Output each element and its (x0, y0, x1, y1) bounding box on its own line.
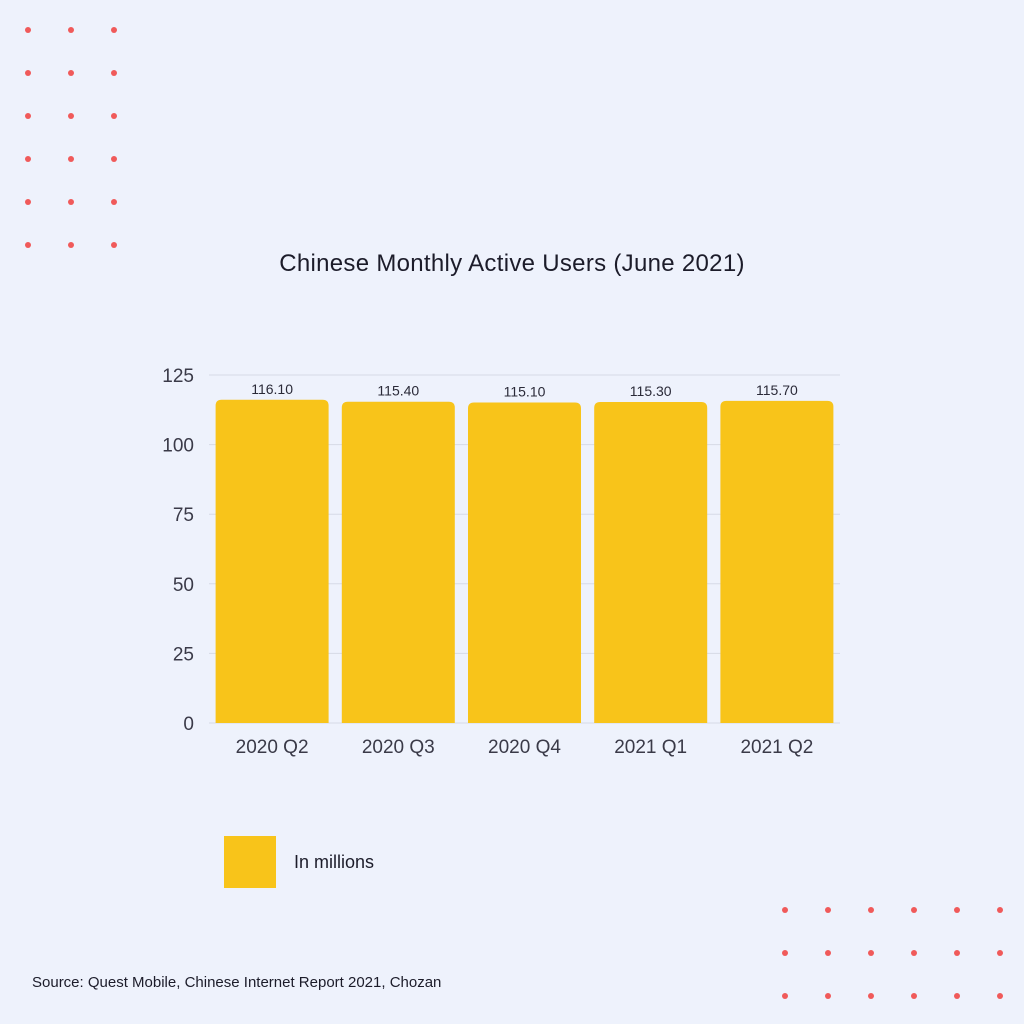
data-label: 115.40 (377, 383, 419, 399)
decorative-dot (997, 950, 1003, 956)
y-tick-label: 25 (173, 644, 194, 665)
y-tick-label: 0 (183, 714, 194, 735)
decorative-dot (782, 907, 788, 913)
source-note: Source: Quest Mobile, Chinese Internet R… (32, 974, 442, 991)
decorative-dot (111, 27, 117, 33)
decorative-dot (782, 993, 788, 999)
decorative-dot (825, 950, 831, 956)
legend-label: In millions (294, 851, 375, 872)
data-label: 115.70 (756, 382, 798, 398)
decorative-dot (25, 27, 31, 33)
y-tick-label: 75 (173, 505, 194, 526)
decorative-dot (25, 156, 31, 162)
y-tick-label: 100 (162, 436, 194, 457)
decorative-dot (868, 907, 874, 913)
x-tick-label: 2020 Q2 (236, 737, 309, 758)
decorative-dot (25, 113, 31, 119)
decorative-dot (111, 199, 117, 205)
decorative-dot (997, 993, 1003, 999)
bar (468, 402, 581, 723)
y-tick-label: 125 (162, 366, 194, 387)
bar (215, 399, 329, 723)
decorative-dot (111, 242, 117, 248)
bar (341, 401, 455, 723)
decorative-dot (111, 113, 117, 119)
decorative-dot (68, 113, 74, 119)
data-label: 116.10 (251, 381, 293, 397)
data-label: 115.30 (630, 383, 672, 399)
decorative-dot (868, 950, 874, 956)
decorative-dot (68, 27, 74, 33)
legend: In millions (224, 836, 374, 888)
x-tick-label: 2020 Q4 (488, 737, 561, 758)
decorative-dot (68, 70, 74, 76)
decorative-dot (825, 907, 831, 913)
decorative-dot (954, 907, 960, 913)
decorative-dot (68, 199, 74, 205)
chart-title: Chinese Monthly Active Users (June 2021) (279, 250, 745, 277)
x-tick-label: 2021 Q2 (740, 737, 813, 758)
decorative-dot (111, 156, 117, 162)
x-tick-label: 2021 Q1 (614, 737, 687, 758)
decorative-dot (954, 950, 960, 956)
x-tick-label: 2020 Q3 (362, 737, 435, 758)
decorative-dot (825, 993, 831, 999)
decorative-dot (954, 993, 960, 999)
decorative-dot (911, 993, 917, 999)
decorative-dot (911, 950, 917, 956)
decorative-dot (911, 907, 917, 913)
bar (720, 400, 834, 723)
decorative-dot (68, 156, 74, 162)
legend-swatch (224, 836, 276, 888)
decorative-dot (782, 950, 788, 956)
decorative-dot (868, 993, 874, 999)
decorative-dot (997, 907, 1003, 913)
decorative-dot (25, 242, 31, 248)
decorative-dot (68, 242, 74, 248)
decorative-dot (111, 70, 117, 76)
bar (594, 402, 708, 723)
bar-chart: 0 25 50 75 100 125 116.10 2020 Q2 115.40 2020 Q3 1… (162, 366, 840, 758)
decorative-dot (25, 199, 31, 205)
decorative-dot (25, 70, 31, 76)
data-label: 115.10 (504, 384, 546, 400)
y-tick-label: 50 (173, 575, 194, 596)
